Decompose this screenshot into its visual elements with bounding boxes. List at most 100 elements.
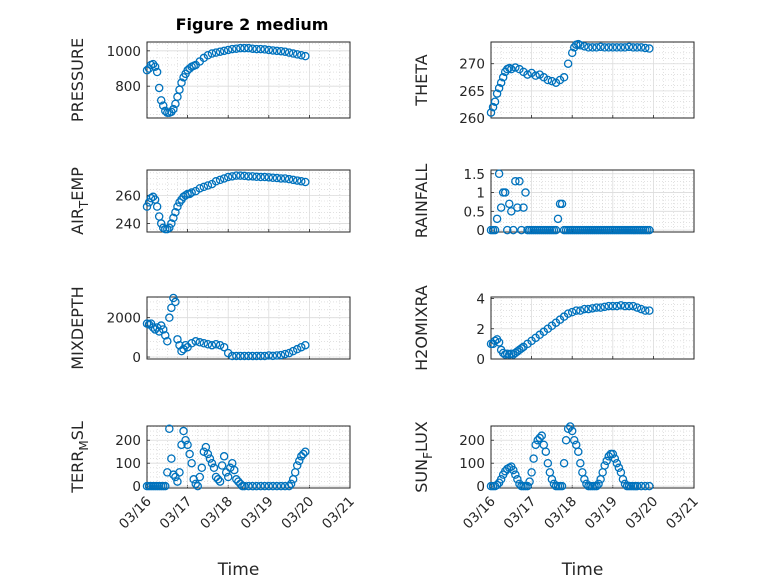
data-point [252,351,261,361]
data-point [608,301,618,311]
data-point [645,44,654,53]
data-point [547,76,557,86]
data-point [572,306,581,315]
data-point [276,350,286,360]
data-point [228,172,237,181]
data-point [152,67,162,77]
data-point [505,199,514,209]
data-point [232,44,241,53]
y-axis-label-main: TERR [68,451,87,494]
data-point [608,43,618,52]
y-tick-label: 1 [476,186,485,202]
data-point [580,304,589,314]
data-point [284,348,294,358]
data-point [158,325,168,334]
data-point [150,325,160,334]
subplot-theta: 260 265 270 THETA [412,39,695,127]
data-point [294,456,304,466]
data-point [490,97,500,106]
data-point [248,172,257,181]
data-point [177,346,186,356]
x-tick-label: 03/18 [197,494,236,533]
data-point [169,104,178,114]
data-point [248,44,257,53]
y-axis-label-main: AIR [68,208,87,235]
data-point [167,219,176,228]
data-point [624,301,634,311]
data-point [292,50,302,59]
data-point [193,481,202,491]
data-point [146,193,156,203]
data-point [492,480,502,490]
y-axis-label-rest: LUX [412,421,431,452]
data-point [628,301,638,311]
y-tick-label: 0 [476,479,485,495]
data-point [276,174,286,183]
data-point [531,71,540,80]
data-point [148,59,158,69]
data-point [557,481,567,491]
data-point [264,173,274,182]
data-point [191,479,200,489]
axes-frame [490,169,695,233]
data-point [230,465,239,475]
data-point [223,45,233,55]
data-point [161,331,170,340]
data-point [215,477,225,486]
data-point [496,78,506,87]
y-axis-label: TERRMSL [68,421,91,494]
data-point [156,219,166,228]
y-axis-label-sub: T [77,200,91,209]
data-point [158,223,168,233]
data-point [557,199,567,209]
data-point [161,481,170,491]
y-tick-label: 800 [115,79,141,95]
y-axis-label: SUNFLUX [412,421,435,493]
data-point [507,64,516,74]
axes-frame [146,169,351,233]
data-point [527,468,536,477]
y-axis-label: AIRTEMP [68,167,91,235]
data-point [280,47,290,56]
data-point [165,223,174,233]
data-point [574,447,583,456]
data-point [268,46,278,55]
data-point [616,43,626,52]
series-points [142,293,310,361]
data-point [260,172,269,182]
data-point [509,465,518,475]
data-point [167,303,176,313]
data-point [232,351,241,361]
data-point [531,440,540,450]
data-point [215,175,225,185]
data-point [641,306,650,315]
data-point [207,340,217,350]
axes-frame [146,41,351,119]
data-point [576,306,585,315]
data-point [620,301,630,311]
data-point [297,51,306,60]
y-tick-label: 2000 [107,311,141,327]
data-point [272,173,282,183]
data-point [500,188,510,197]
data-point [492,214,502,224]
data-point [624,42,634,52]
y-axis-label: H2OMIXRA [412,285,431,371]
data-point [596,303,605,312]
x-tick-label: 03/19 [238,494,277,533]
data-point [256,44,265,54]
subplot-sun_flux: 03/16 03/17 03/18 03/19 03/20 03/21 0 100 200 SUN… [412,421,702,580]
data-point [185,449,194,459]
data-point [236,171,245,180]
data-point [165,313,174,322]
data-point [567,307,577,317]
data-point [248,351,257,361]
data-point [268,351,278,361]
data-point [588,304,597,313]
data-point [197,463,207,473]
data-point [219,174,229,183]
data-point [276,481,286,491]
x-tick-label: 03/17 [501,494,540,533]
data-point [592,481,601,491]
data-point [268,481,278,491]
